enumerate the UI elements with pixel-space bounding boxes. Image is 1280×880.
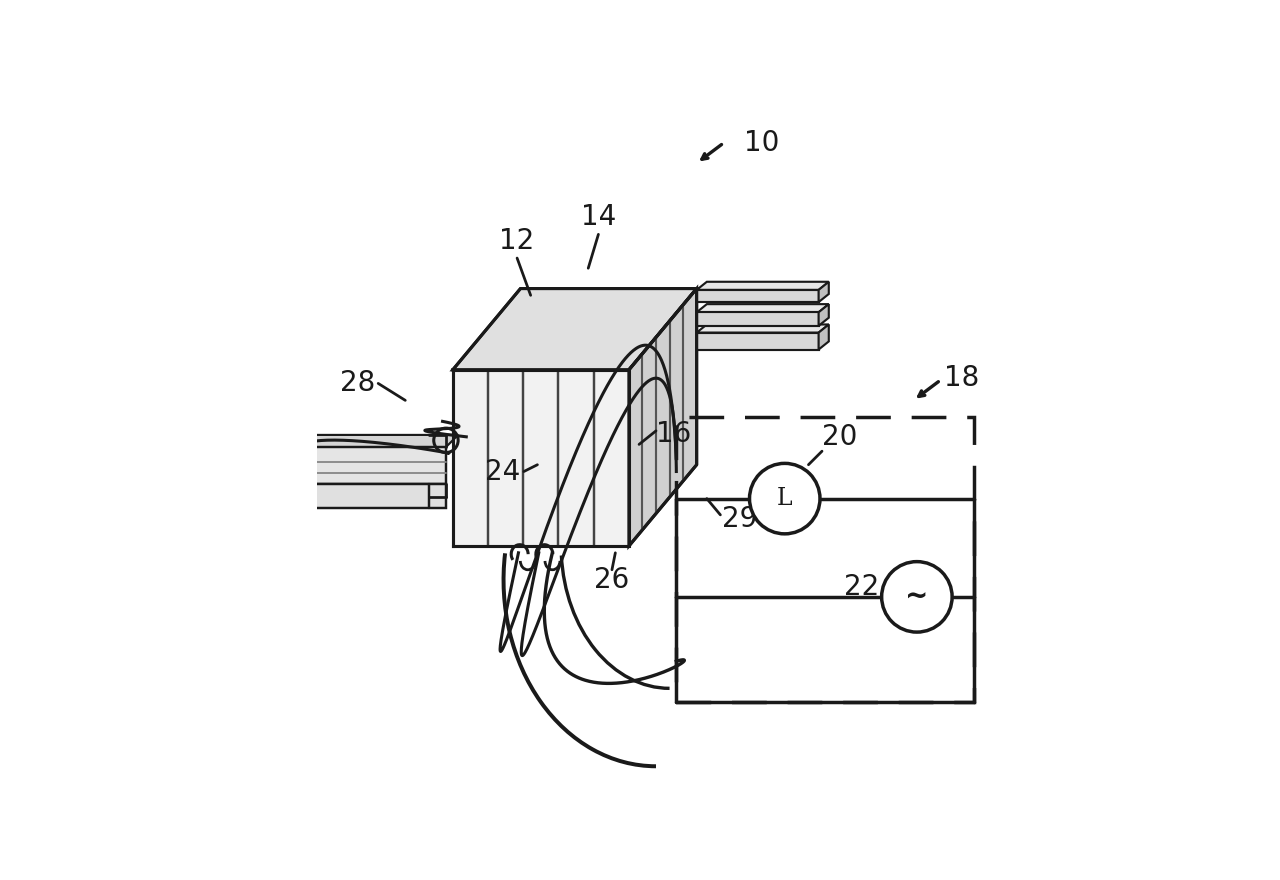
- Text: 20: 20: [822, 423, 858, 451]
- Polygon shape: [696, 304, 828, 312]
- Text: 14: 14: [581, 203, 616, 231]
- Text: 22: 22: [845, 573, 879, 601]
- Polygon shape: [291, 435, 458, 447]
- Text: 10: 10: [744, 128, 780, 157]
- Text: 18: 18: [943, 364, 979, 392]
- Text: 16: 16: [657, 421, 691, 448]
- Polygon shape: [696, 325, 828, 333]
- Circle shape: [882, 561, 952, 632]
- Polygon shape: [453, 370, 628, 546]
- Polygon shape: [819, 304, 828, 326]
- Text: 29: 29: [722, 505, 758, 533]
- Polygon shape: [291, 484, 445, 508]
- Polygon shape: [696, 282, 828, 290]
- Polygon shape: [696, 333, 819, 349]
- Circle shape: [750, 464, 820, 534]
- Polygon shape: [696, 290, 819, 302]
- Text: 26: 26: [594, 566, 630, 594]
- Text: 24: 24: [485, 458, 521, 486]
- Polygon shape: [819, 325, 828, 349]
- Text: ~: ~: [905, 583, 928, 611]
- Polygon shape: [453, 289, 696, 370]
- Polygon shape: [291, 447, 445, 484]
- Polygon shape: [819, 282, 828, 302]
- Polygon shape: [628, 289, 696, 546]
- Text: 12: 12: [499, 227, 535, 254]
- Text: 28: 28: [339, 370, 375, 398]
- Polygon shape: [696, 312, 819, 326]
- Text: L: L: [777, 488, 792, 510]
- Bar: [676, 417, 974, 702]
